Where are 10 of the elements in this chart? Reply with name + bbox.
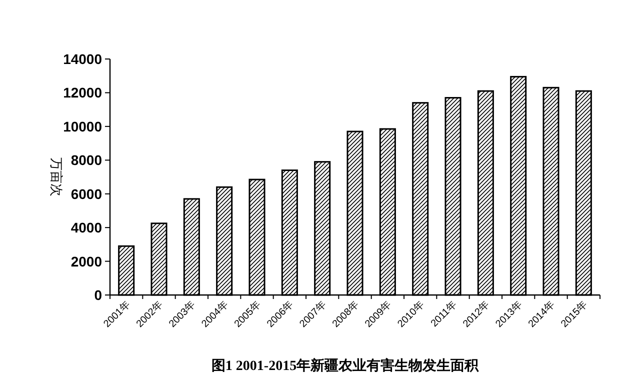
y-tick-label: 12000 (63, 84, 102, 101)
y-tick-label: 10000 (63, 118, 102, 134)
y-axis-title: 万亩次 (49, 158, 64, 196)
y-tick-label: 0 (94, 287, 102, 303)
text: 图1 2001-2015年新疆农业有害生物发生面积 (211, 357, 480, 374)
y-tick-label: 14000 (63, 51, 102, 67)
y-tick-label: 2000 (70, 253, 102, 270)
y-tick-label: 4000 (70, 220, 102, 236)
y-tick-label: 8000 (70, 152, 102, 168)
y-tick-label: 6000 (70, 186, 102, 202)
